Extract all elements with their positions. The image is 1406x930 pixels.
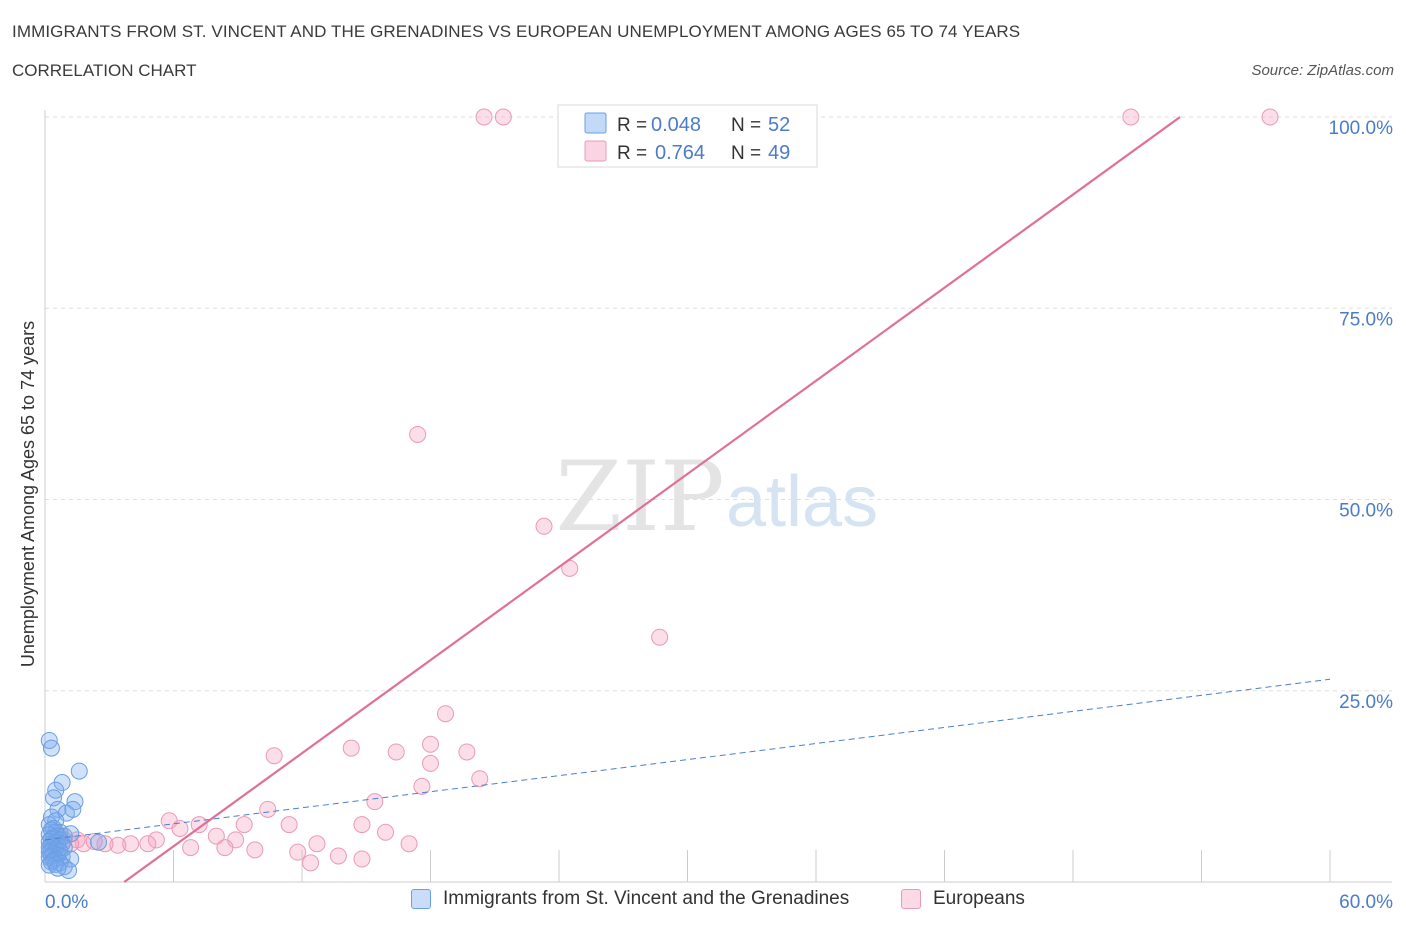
trend-line-europeans (123, 116, 1181, 883)
legend-label: Europeans (933, 888, 1025, 909)
data-points (40, 108, 1279, 880)
series-legend: Immigrants from St. Vincent and the Gren… (0, 888, 1406, 916)
y-tick-label: 100.0% (1329, 118, 1394, 139)
point-europeans (139, 835, 157, 853)
point-immigrants (64, 800, 82, 818)
watermark: ZIP atlas (555, 441, 878, 553)
point-immigrants (45, 789, 63, 807)
point-europeans (413, 777, 431, 795)
point-europeans (436, 705, 454, 723)
x-tick-label: 60.0% (1339, 892, 1393, 913)
y-tick-label: 75.0% (1339, 309, 1393, 330)
legend-r-label: R = (617, 143, 647, 164)
point-europeans (207, 827, 225, 845)
trend-lines (44, 116, 1331, 883)
point-immigrants (60, 862, 78, 880)
point-europeans (147, 831, 165, 849)
y-axis-label: Unemployment Among Ages 65 to 74 years (18, 321, 38, 667)
point-europeans (422, 735, 439, 753)
point-europeans (96, 835, 114, 853)
point-europeans (353, 850, 371, 868)
point-europeans (280, 816, 298, 834)
point-europeans (308, 835, 326, 853)
legend-label: Immigrants from St. Vincent and the Gren… (443, 888, 850, 909)
point-europeans (458, 743, 476, 761)
point-europeans (366, 793, 384, 811)
point-europeans (190, 816, 208, 834)
point-europeans (409, 425, 427, 443)
point-europeans (651, 628, 669, 646)
point-immigrants (62, 825, 80, 843)
point-europeans (216, 839, 234, 857)
point-europeans (109, 836, 127, 854)
legend-item-europeans: Europeans (901, 888, 1025, 910)
chart-subtitle: CORRELATION CHART (12, 61, 197, 80)
legend-r-value: 0.764 (655, 142, 705, 164)
point-europeans (1261, 108, 1279, 126)
legend-n-value: 52 (768, 114, 790, 136)
point-immigrants (42, 739, 60, 757)
legend-n-label: N = (731, 143, 761, 164)
legend-r-label: R = (617, 115, 647, 136)
point-europeans (182, 839, 200, 857)
y-tick-labels: 25.0% 50.0% 75.0% 100.0% (1329, 118, 1394, 713)
legend-box (557, 104, 818, 168)
y-tick-label: 25.0% (1339, 692, 1393, 713)
x-tick-labels: 0.0% 60.0% (45, 892, 1393, 913)
chart-title: IMMIGRANTS FROM ST. VINCENT AND THE GREN… (12, 22, 1021, 41)
point-europeans (535, 517, 553, 535)
point-europeans (353, 816, 371, 834)
watermark-zip: ZIP (555, 441, 724, 553)
point-europeans (246, 841, 264, 859)
point-immigrants (49, 859, 67, 877)
point-europeans (265, 747, 283, 765)
correlation-legend: R = 0.048 N = 52 R = 0.764 N = 49 (557, 104, 818, 168)
legend-swatch-pink (584, 140, 607, 162)
point-europeans (235, 816, 253, 834)
point-europeans (1122, 108, 1140, 126)
watermark-atlas: atlas (726, 462, 878, 542)
grid-lines (45, 116, 1392, 692)
legend-swatch-blue (584, 112, 607, 134)
point-europeans (475, 108, 493, 126)
point-europeans (289, 843, 307, 861)
legend-n-label: N = (731, 115, 761, 136)
point-europeans (422, 754, 439, 772)
point-europeans (377, 823, 395, 841)
point-europeans (329, 847, 347, 865)
legend-n-value: 49 (768, 142, 790, 164)
legend-r-value: 0.048 (651, 114, 701, 136)
legend-item-immigrants: Immigrants from St. Vincent and the Gren… (411, 888, 849, 910)
point-europeans (387, 743, 405, 761)
trend-line-immigrants (44, 678, 1331, 841)
point-europeans (342, 739, 360, 757)
legend-swatch-pink (901, 889, 921, 909)
point-europeans (400, 835, 418, 853)
y-tick-label: 50.0% (1339, 501, 1393, 522)
x-tick-label: 0.0% (45, 892, 88, 913)
point-immigrants (90, 833, 108, 851)
point-europeans (302, 854, 320, 872)
point-immigrants (70, 762, 88, 780)
point-europeans (471, 770, 489, 788)
point-europeans (494, 108, 512, 126)
source-label: Source: ZipAtlas.com (1251, 62, 1394, 79)
legend-swatch-blue (411, 889, 431, 909)
point-europeans (122, 835, 140, 853)
point-europeans (171, 819, 189, 837)
point-europeans (259, 800, 277, 818)
